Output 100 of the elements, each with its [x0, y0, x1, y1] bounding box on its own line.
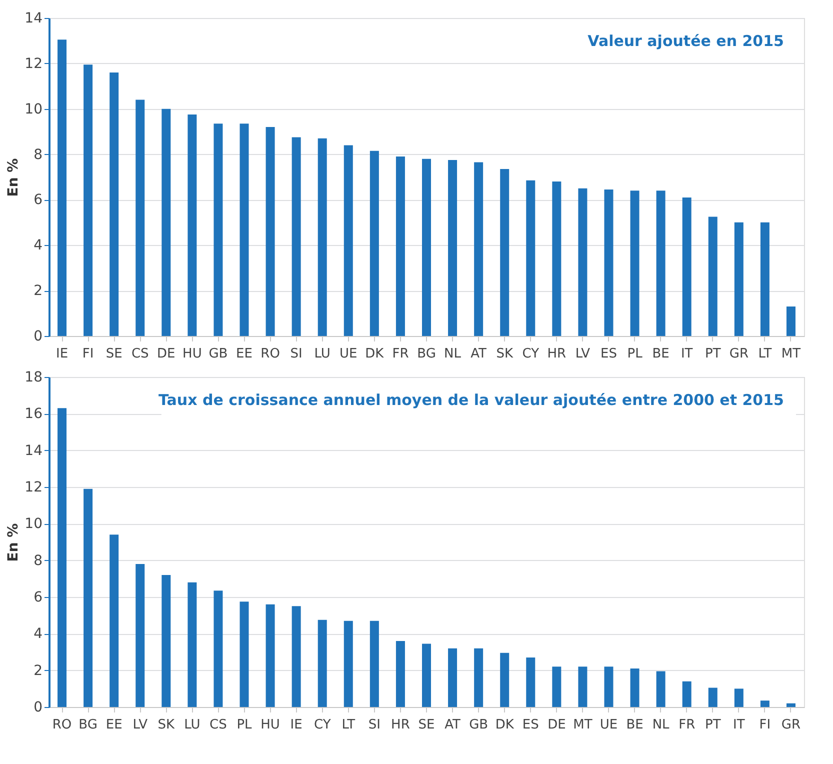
bar — [708, 688, 718, 707]
bar — [734, 688, 744, 707]
x-tick-label: BE — [652, 346, 670, 362]
x-tick-label: EE — [106, 718, 122, 732]
x-tick-label: ES — [522, 718, 539, 732]
x-tick-label: FR — [392, 346, 409, 362]
x-tick-label: HU — [260, 718, 280, 732]
bar — [552, 666, 562, 707]
x-tick-label: DE — [548, 718, 566, 732]
bar — [630, 190, 640, 336]
y-tick-label: 14 — [24, 10, 43, 26]
y-tick-label: 0 — [34, 328, 42, 344]
bar — [318, 138, 327, 336]
bar — [188, 582, 197, 707]
text: Taux de croissance annuel moyen de la valeur ajoutée entre 2000 et 2015 — [158, 391, 784, 409]
bar — [110, 534, 119, 707]
bar — [370, 620, 379, 707]
text: Valeur ajoutée en 2015 — [588, 32, 784, 50]
x-tick-label: SE — [418, 718, 435, 732]
x-tick-label: BE — [626, 718, 644, 732]
y-tick-label: 10 — [24, 516, 42, 532]
bar — [240, 602, 249, 707]
bar — [240, 124, 249, 336]
x-tick-label: DK — [365, 346, 384, 362]
bar — [656, 190, 666, 336]
x-tick-label: PT — [704, 718, 721, 732]
bar — [110, 72, 119, 336]
x-tick-label: GB — [208, 346, 228, 362]
x-tick-label: UE — [340, 346, 358, 362]
bar — [526, 180, 536, 336]
bar — [500, 652, 510, 707]
y-tick-label: 14 — [24, 442, 43, 459]
y-tick-label: 12 — [24, 480, 42, 496]
bar — [162, 575, 171, 707]
y-axis-title: En % — [6, 158, 22, 197]
bar — [84, 488, 93, 707]
x-tick-label: BG — [78, 718, 98, 732]
bar — [370, 150, 379, 336]
x-tick-label: CS — [210, 718, 227, 732]
bar — [578, 666, 588, 707]
bar — [500, 169, 510, 336]
bar — [396, 156, 405, 336]
bar — [188, 114, 197, 336]
bar — [786, 703, 796, 707]
bar — [292, 606, 301, 707]
x-tick-label: MT — [781, 346, 801, 362]
x-tick-label: NL — [652, 718, 670, 732]
x-tick-label: CY — [522, 346, 540, 362]
bar — [214, 590, 223, 707]
x-tick-label: LV — [132, 718, 148, 732]
x-tick-label: IE — [290, 718, 302, 732]
y-tick-label: 4 — [34, 238, 43, 254]
x-tick-label: CS — [131, 346, 149, 362]
x-tick-label: IT — [680, 346, 693, 362]
y-tick-label: 0 — [34, 700, 42, 716]
x-tick-label: MT — [573, 718, 592, 732]
x-tick-label: UE — [600, 718, 618, 732]
bar — [344, 145, 353, 336]
x-tick-label: PT — [704, 346, 721, 362]
x-tick-label: FI — [759, 718, 771, 732]
x-tick-label: FR — [678, 718, 696, 732]
x-tick-label: PL — [627, 346, 644, 362]
x-tick-label: SK — [158, 718, 176, 732]
x-tick-label: FI — [82, 346, 94, 362]
y-tick-label: 16 — [24, 406, 43, 422]
x-tick-label: SK — [496, 346, 514, 362]
x-tick-label: BG — [417, 346, 436, 362]
x-tick-label: RO — [52, 718, 72, 732]
x-tick-label: LT — [342, 718, 356, 732]
x-tick-label: LT — [758, 346, 772, 362]
bar — [58, 40, 67, 336]
bar — [214, 124, 223, 336]
bar — [604, 666, 614, 707]
bar — [292, 137, 301, 336]
bar — [448, 648, 458, 707]
x-tick-label: SI — [368, 718, 380, 732]
x-tick-label: LU — [184, 718, 200, 732]
x-tick-label: SI — [290, 346, 302, 362]
y-tick-label: 18 — [24, 370, 42, 386]
bar — [786, 306, 796, 336]
bar — [84, 64, 93, 336]
x-tick-label: IE — [56, 346, 68, 362]
bar — [474, 648, 484, 707]
x-tick-label: GB — [469, 718, 488, 732]
bar — [630, 668, 640, 707]
x-tick-label: CY — [314, 718, 331, 732]
bar — [422, 644, 431, 707]
bar — [708, 216, 718, 336]
bar — [396, 641, 405, 707]
y-tick-label: 10 — [24, 101, 42, 118]
x-tick-label: HR — [391, 718, 410, 732]
x-tick-label: IT — [733, 718, 745, 732]
bar — [58, 408, 67, 707]
x-tick-label: DK — [495, 718, 514, 732]
bar — [162, 108, 171, 336]
y-tick-label: 2 — [34, 283, 42, 300]
bar — [734, 222, 744, 336]
bar — [760, 222, 770, 336]
x-tick-label: ES — [600, 346, 617, 362]
bar — [682, 197, 692, 336]
